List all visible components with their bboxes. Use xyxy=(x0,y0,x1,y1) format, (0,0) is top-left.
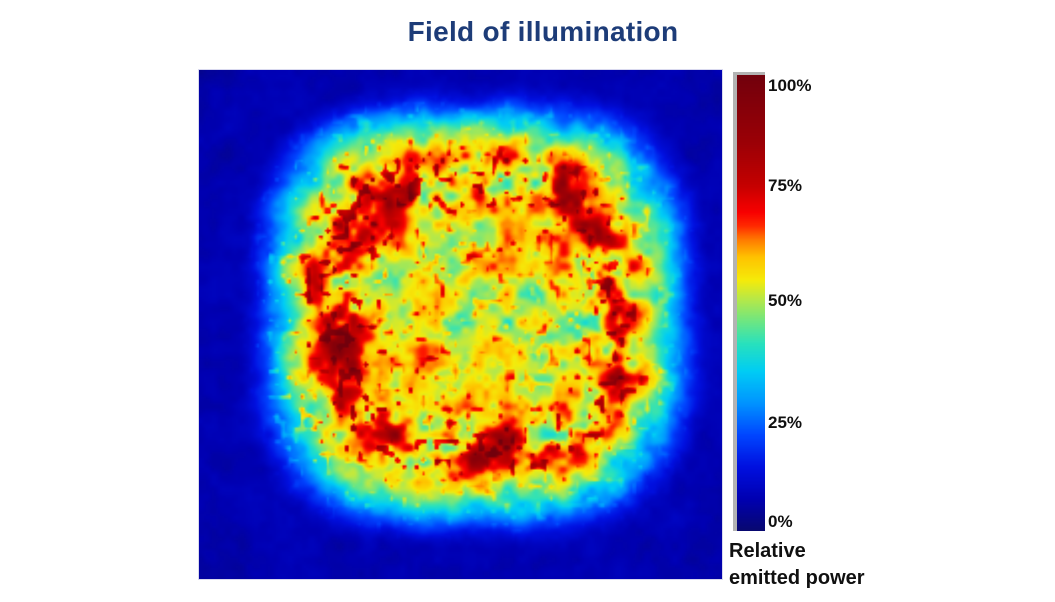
colorbar-axis-label: Relative emitted power xyxy=(729,538,865,592)
colorbar-tick-50: 50% xyxy=(768,291,803,310)
colorbar-tick-100: 100% xyxy=(768,76,812,95)
colorbar-gradient xyxy=(737,75,765,531)
colorbar-tick-25: 25% xyxy=(768,413,803,432)
colorbar xyxy=(733,72,765,531)
colorbar-axis-label-line2: emitted power xyxy=(729,567,865,589)
colorbar-tick-75: 75% xyxy=(768,176,803,195)
heatmap-canvas xyxy=(198,69,723,580)
chart-title: Field of illumination xyxy=(407,16,679,47)
colorbar-tick-0: 0% xyxy=(768,512,793,531)
colorbar-axis-label-line1: Relative xyxy=(729,540,806,562)
